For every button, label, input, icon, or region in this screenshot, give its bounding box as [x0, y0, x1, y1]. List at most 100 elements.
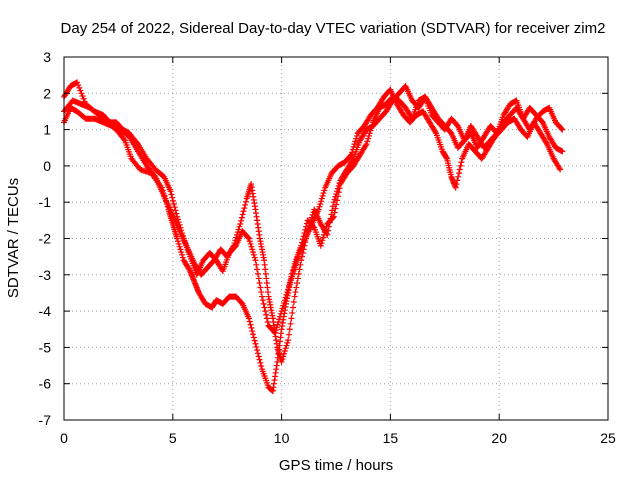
- data-point: [170, 197, 177, 204]
- data-point: [348, 152, 355, 159]
- data-point: [167, 188, 174, 195]
- data-point: [455, 170, 462, 177]
- data-point: [332, 205, 339, 212]
- data-point: [257, 284, 264, 291]
- data-point: [557, 166, 564, 173]
- data-point: [280, 353, 287, 360]
- data-point: [176, 221, 183, 228]
- data-point: [179, 230, 186, 237]
- data-point: [294, 275, 301, 282]
- data-point: [262, 308, 269, 315]
- data-point: [291, 293, 298, 300]
- data-point: [79, 93, 86, 100]
- data-point: [260, 300, 267, 307]
- x-tick-label: 20: [491, 430, 507, 446]
- data-point: [249, 328, 256, 335]
- data-point: [245, 315, 252, 322]
- data-point: [170, 201, 177, 208]
- data-point: [299, 239, 305, 246]
- y-tick-label: 2: [43, 85, 51, 101]
- data-point: [334, 193, 341, 200]
- data-point: [174, 213, 181, 220]
- data-point: [308, 214, 315, 221]
- data-point: [246, 318, 253, 325]
- data-point: [186, 266, 193, 273]
- data-point: [255, 353, 262, 360]
- data-point: [238, 217, 245, 224]
- data-point: [352, 138, 359, 145]
- data-point: [556, 165, 563, 172]
- y-axis-label: SDTVAR / TECUs: [5, 178, 22, 298]
- data-point: [318, 240, 325, 247]
- data-point: [76, 84, 83, 91]
- data-point: [253, 261, 260, 268]
- data-point: [171, 204, 178, 211]
- data-point: [257, 359, 264, 366]
- data-point: [253, 343, 260, 350]
- data-point: [285, 331, 292, 338]
- data-point: [558, 125, 565, 132]
- x-tick-label: 15: [383, 430, 399, 446]
- data-point: [285, 283, 292, 290]
- data-point: [318, 198, 325, 205]
- data-point: [272, 327, 279, 334]
- data-point: [319, 192, 326, 199]
- data-point: [245, 235, 252, 242]
- data-point: [248, 243, 255, 250]
- data-point: [254, 347, 261, 354]
- y-tick-labels: -7 -6 -5 -4 -3 -2 -1 0 1 2 3: [39, 49, 52, 428]
- data-point: [176, 243, 183, 250]
- data-point: [280, 302, 287, 309]
- data-point: [278, 308, 285, 315]
- data-point: [179, 254, 186, 261]
- data-point: [559, 126, 566, 133]
- data-point: [323, 223, 330, 230]
- data-point: [362, 142, 369, 149]
- data-point: [281, 350, 288, 357]
- data-point: [174, 235, 181, 242]
- data-point: [453, 181, 460, 188]
- data-point: [272, 329, 279, 336]
- data-point: [310, 223, 317, 230]
- data-point: [290, 299, 297, 306]
- data-point: [177, 246, 184, 253]
- data-point: [322, 226, 329, 233]
- data-point: [286, 279, 293, 286]
- data-point: [289, 270, 296, 277]
- data-point: [282, 294, 289, 301]
- data-point: [289, 309, 296, 316]
- data-point: [452, 184, 459, 191]
- data-point: [276, 313, 283, 320]
- data-point: [318, 195, 325, 202]
- y-tick-label: 0: [43, 158, 51, 174]
- data-point: [251, 337, 258, 344]
- data-point: [456, 166, 463, 173]
- data-point: [319, 237, 326, 244]
- data-point: [297, 261, 304, 268]
- data-point: [172, 207, 179, 214]
- data-point: [254, 270, 261, 277]
- data-point: [320, 190, 327, 197]
- data-point: [432, 128, 439, 135]
- data-point: [301, 230, 308, 237]
- data-point: [282, 345, 289, 352]
- data-point: [351, 141, 358, 148]
- data-point: [258, 289, 265, 296]
- data-point: [81, 98, 88, 105]
- axis-ticks: [63, 56, 609, 421]
- data-point: [255, 275, 262, 282]
- x-tick-label: 25: [600, 430, 616, 446]
- y-tick-label: -5: [39, 339, 52, 355]
- data-point: [287, 320, 294, 327]
- data-point: [252, 257, 259, 264]
- data-point: [179, 251, 186, 258]
- data-point: [290, 264, 297, 271]
- data-point: [250, 334, 257, 341]
- data-point: [75, 82, 82, 89]
- data-point: [290, 304, 297, 311]
- data-point: [300, 233, 307, 240]
- data-point: [287, 276, 294, 283]
- data-point: [247, 240, 254, 247]
- data-point: [365, 135, 372, 142]
